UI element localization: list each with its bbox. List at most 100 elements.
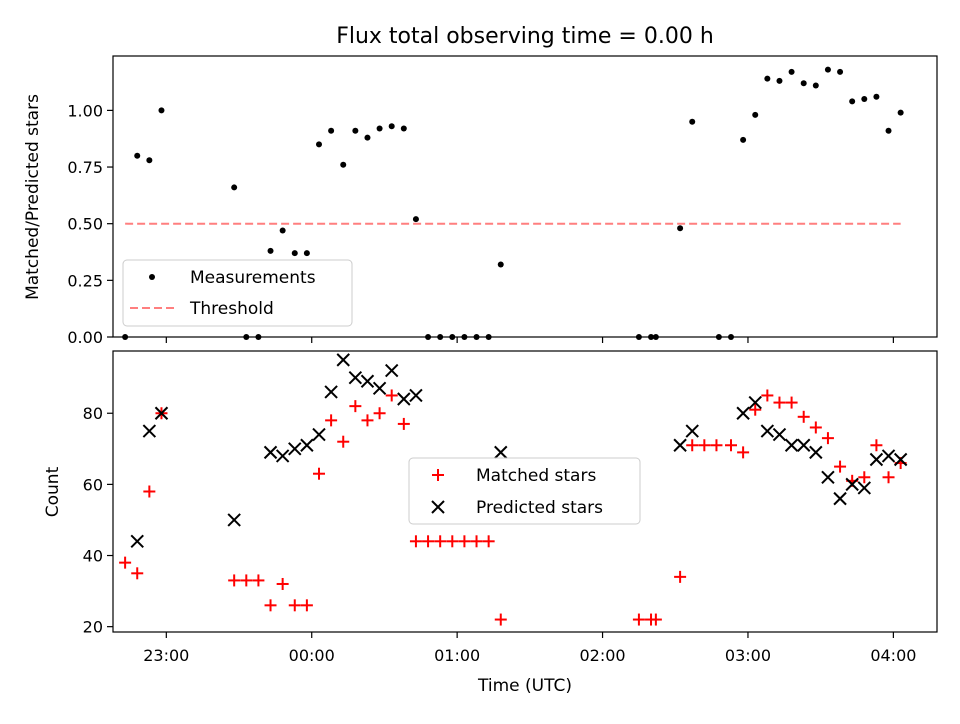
legend-measurements-marker	[149, 274, 155, 280]
measurement-point	[291, 250, 298, 257]
measurement-point	[255, 334, 262, 340]
measurement-point	[352, 127, 359, 134]
top-y-tick-label: 0.25	[67, 271, 103, 290]
measurement-point	[812, 82, 819, 89]
x-tick-label: 04:00	[870, 646, 916, 665]
matched-star-point	[773, 396, 786, 409]
x-tick-label: 02:00	[579, 646, 625, 665]
measurement-point	[340, 161, 347, 168]
matched-star-point	[710, 439, 723, 452]
measurement-point	[800, 80, 807, 87]
matched-star-point	[737, 446, 750, 459]
top-plot-frame	[112, 55, 938, 338]
measurement-point	[764, 75, 771, 82]
matched-star-point	[313, 467, 325, 480]
predicted-star-point	[227, 513, 241, 527]
matched-star-point	[482, 535, 495, 548]
measurement-point	[303, 250, 310, 257]
predicted-star-point	[881, 449, 896, 463]
matched-star-point	[422, 535, 435, 548]
matched-star-point	[797, 410, 810, 423]
x-tick-label: 01:00	[434, 646, 480, 665]
figure-title: Flux total observing time = 0.00 h	[336, 24, 714, 49]
matched-star-point	[649, 613, 662, 626]
x-tick-label: 23:00	[143, 646, 189, 665]
measurement-point	[376, 125, 383, 132]
top-legend: Measurements Threshold	[122, 259, 353, 327]
legend-predicted-marker	[431, 500, 445, 514]
matched-star-point	[809, 421, 822, 434]
predicted-star-point	[784, 438, 799, 452]
matched-star-point	[264, 599, 277, 612]
measurement-point	[677, 225, 684, 232]
measurement-point	[652, 334, 659, 340]
predicted-star-point	[312, 427, 326, 442]
bottom-plot-frame	[112, 350, 938, 633]
measurement-point	[788, 68, 795, 75]
measurement-point	[473, 334, 480, 340]
measurement-point	[897, 109, 904, 116]
measurement-point	[231, 184, 238, 191]
predicted-star-point	[263, 445, 278, 460]
matched-star-point	[698, 439, 711, 452]
bottom-y-tick-label: 60	[83, 475, 103, 494]
measurement-point	[849, 98, 856, 105]
predicted-star-point	[324, 385, 338, 399]
predicted-star-point	[154, 406, 169, 420]
bottom-y-axis-label: Count	[43, 466, 63, 517]
matched-star-point	[131, 567, 144, 580]
predicted-star-point	[760, 424, 775, 438]
predicted-star-point	[372, 381, 387, 396]
top-x-ticks	[165, 337, 894, 343]
measurement-point	[461, 334, 468, 340]
matched-star-point	[325, 414, 338, 427]
measurement-point	[824, 66, 831, 73]
measurement-point	[267, 247, 274, 254]
predicted-star-point	[409, 388, 423, 403]
matched-star-point	[870, 439, 883, 452]
predicted-star-point	[673, 438, 687, 452]
predicted-star-point	[736, 406, 750, 420]
measurement-point	[328, 127, 335, 134]
measurement-point	[158, 107, 165, 114]
matched-star-point	[725, 439, 737, 452]
predicted-star-point	[130, 534, 144, 549]
legend-matched-label: Matched stars	[476, 466, 596, 486]
bottom-y-tick-label: 80	[83, 404, 103, 423]
measurement-point	[485, 334, 492, 340]
matched-star-point	[240, 574, 253, 587]
matched-star-point	[288, 599, 301, 612]
matched-star-point	[632, 613, 645, 626]
measurement-point	[715, 334, 722, 340]
predicted-star-point	[360, 374, 375, 388]
predicted-star-point	[772, 427, 787, 442]
predicted-star-point	[809, 445, 823, 460]
measurement-point	[412, 216, 419, 223]
bottom-marks	[119, 353, 908, 626]
bottom-x-ticks: 23:00 00:00 01:00 02:00 03:00 04:00	[143, 632, 916, 665]
matched-star-point	[686, 439, 699, 452]
matched-star-point	[821, 432, 834, 445]
bottom-legend: Matched stars Predicted stars	[408, 457, 641, 525]
matched-star-point	[749, 403, 762, 416]
predicted-star-point	[893, 452, 908, 467]
matched-star-point	[143, 485, 156, 498]
measurement-point	[316, 141, 322, 148]
top-y-ticks: 0.00 0.25 0.50 0.75 1.00	[67, 101, 113, 347]
matched-star-point	[834, 460, 847, 473]
bottom-y-tick-label: 20	[83, 618, 103, 637]
predicted-star-point	[833, 491, 847, 506]
bottom-y-ticks: 20 40 60 80	[83, 404, 113, 637]
x-tick-label: 00:00	[289, 646, 335, 665]
measurement-point	[425, 334, 432, 340]
matched-star-point	[300, 599, 313, 612]
matched-star-point	[409, 535, 422, 548]
matched-star-point	[470, 535, 483, 548]
top-y-tick-label: 1.00	[67, 101, 103, 120]
measurement-point	[134, 152, 141, 159]
predicted-star-point	[821, 470, 835, 484]
matched-star-point	[434, 535, 447, 548]
predicted-star-point	[275, 449, 290, 463]
